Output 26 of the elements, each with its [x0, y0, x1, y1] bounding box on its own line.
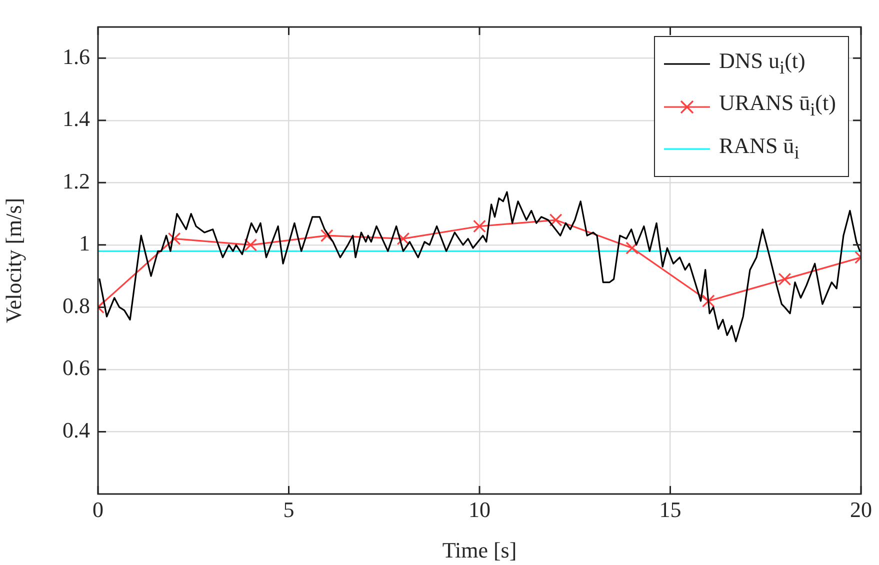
y-tick-label: 1.4 [62, 106, 90, 132]
point [473, 220, 486, 233]
y-tick-label: 1.6 [62, 44, 90, 69]
y-tick-label: 1.2 [62, 168, 90, 194]
y-tick-label: 1 [79, 230, 90, 256]
x-tick-label: 15 [659, 496, 682, 522]
point [320, 229, 334, 242]
x-tick-label: 10 [468, 496, 490, 522]
x-axis-title: Time [s] [442, 538, 517, 563]
x-tick-label: 20 [850, 496, 872, 522]
point [626, 242, 639, 255]
legend-label: RANS ū$_{i}$ [719, 132, 800, 164]
x-tick-label: 5 [283, 496, 294, 522]
point [244, 238, 258, 252]
y-tick-label: 0.8 [62, 292, 90, 318]
legend-label: URANS ū$_{i}$(t) [719, 89, 836, 122]
x-tick-label: 0 [92, 496, 104, 522]
point [396, 232, 410, 246]
y-axis-title: Velocity [m/s] [0, 198, 26, 324]
point [168, 232, 181, 246]
y-tick-label: 0.6 [62, 355, 90, 380]
point [702, 294, 715, 308]
point [549, 214, 562, 226]
point [778, 272, 792, 286]
y-tick-label: 0.4 [62, 418, 90, 443]
legend-label: DNS u$_{i}$(t) [719, 47, 806, 80]
